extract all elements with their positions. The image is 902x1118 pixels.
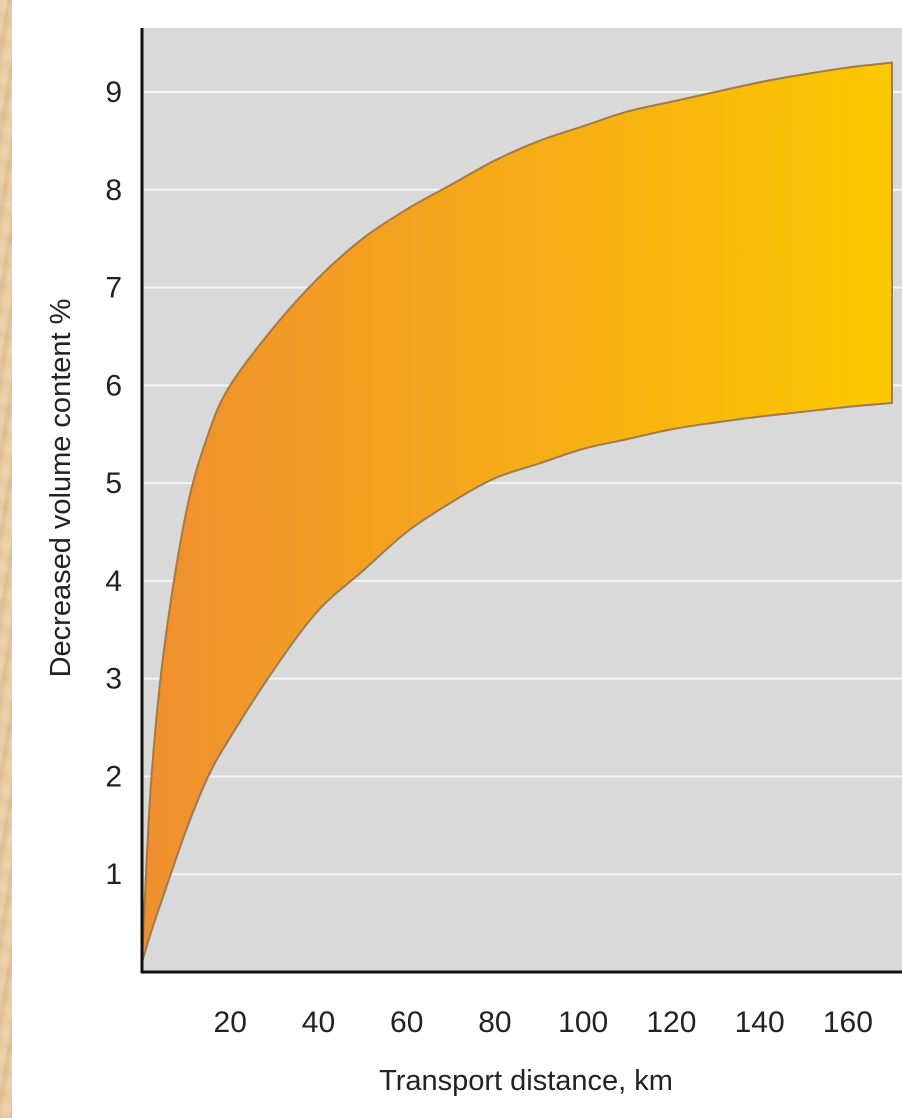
y-axis-title: Decreased volume content % (45, 299, 77, 678)
x-tick-label: 60 (390, 1006, 423, 1039)
x-tick-label: 100 (558, 1006, 608, 1039)
y-tick-label: 2 (105, 760, 122, 793)
y-tick-label: 3 (105, 663, 122, 696)
y-tick-label: 8 (105, 174, 122, 207)
y-axis-ticks: 1 2 3 4 5 6 7 8 9 (105, 76, 122, 891)
chart-frame: 1 2 3 4 5 6 7 8 9 20 40 60 80 100 120 140 160 Decreased… (12, 0, 902, 1118)
y-tick-label: 5 (105, 467, 122, 500)
x-tick-label: 140 (735, 1006, 785, 1039)
y-tick-label: 9 (105, 76, 122, 109)
y-tick-label: 1 (105, 858, 122, 891)
band-chart: 1 2 3 4 5 6 7 8 9 20 40 60 80 100 120 140 160 Decreased… (45, 28, 902, 1097)
y-tick-label: 7 (105, 272, 122, 305)
x-tick-label: 40 (302, 1006, 335, 1039)
volume-decrease-band (141, 61, 893, 963)
x-axis-ticks: 20 40 60 80 100 120 140 160 (214, 1006, 873, 1039)
x-tick-label: 80 (478, 1006, 511, 1039)
x-tick-label: 120 (646, 1006, 696, 1039)
y-tick-label: 4 (105, 565, 122, 598)
x-axis-title: Transport distance, km (379, 1065, 673, 1097)
y-tick-label: 6 (105, 369, 122, 402)
x-tick-label: 20 (214, 1006, 247, 1039)
x-tick-label: 160 (823, 1006, 873, 1039)
